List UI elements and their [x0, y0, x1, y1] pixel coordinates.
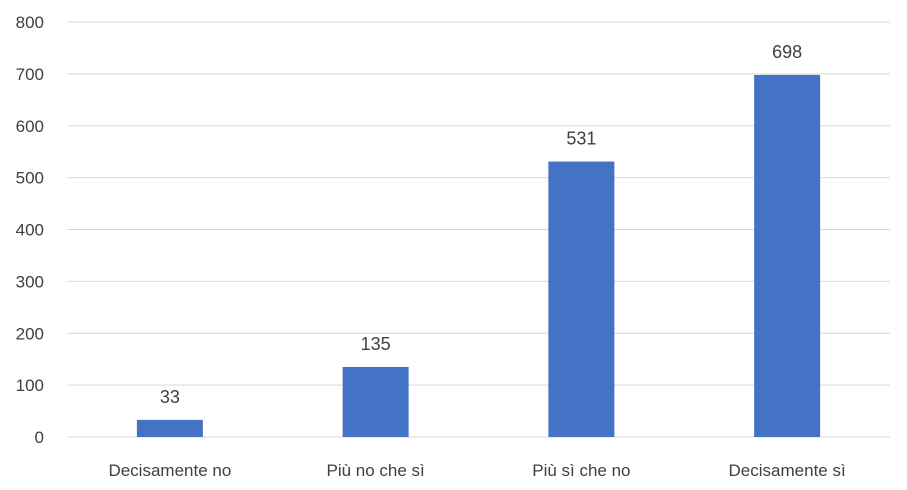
y-tick-label: 100	[16, 376, 44, 395]
x-category-label: Più sì che no	[532, 461, 630, 480]
x-axis-categories: Decisamente no Più no che sì Più sì che no…	[108, 461, 845, 480]
bar	[548, 162, 614, 437]
y-tick-label: 800	[16, 13, 44, 32]
y-tick-label: 500	[16, 169, 44, 188]
bar	[754, 75, 820, 437]
x-category-label: Più no che sì	[326, 461, 424, 480]
y-tick-label: 700	[16, 65, 44, 84]
bar-value-label: 33	[160, 387, 180, 407]
bars	[137, 75, 820, 437]
y-tick-label: 400	[16, 221, 44, 240]
bar	[343, 367, 409, 437]
y-axis-ticks: 0 100 200 300 400 500 600 700 800	[16, 13, 44, 447]
bar-value-label: 531	[566, 129, 596, 149]
bar-value-label: 698	[772, 42, 802, 62]
y-tick-label: 0	[35, 428, 44, 447]
bar	[137, 420, 203, 437]
data-labels: 33 135 531 698	[160, 42, 802, 407]
x-category-label: Decisamente no	[108, 461, 231, 480]
y-tick-label: 600	[16, 117, 44, 136]
bar-value-label: 135	[361, 334, 391, 354]
y-tick-label: 300	[16, 272, 44, 291]
x-category-label: Decisamente sì	[729, 461, 846, 480]
y-tick-label: 200	[16, 324, 44, 343]
